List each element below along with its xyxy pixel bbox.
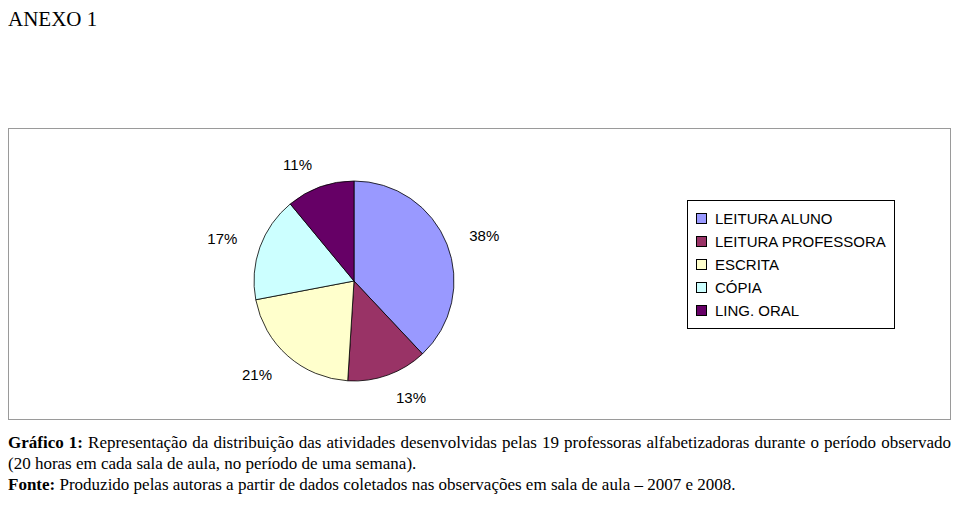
html-text:Gráfico 1: Representação da di: Gráfico 1: Representação da distribuição… xyxy=(8,433,951,473)
svg-text:17%: 17% xyxy=(207,230,237,247)
html-text:ESCRITA: ESCRITA xyxy=(715,255,779,273)
svg-text:38%: 38% xyxy=(469,227,499,244)
html-text:LING. ORAL: LING. ORAL xyxy=(715,301,800,319)
svg-text:13%: 13% xyxy=(396,389,426,406)
html-text:CÓPIA: CÓPIA xyxy=(715,278,762,296)
html-text:LEITURA PROFESSORA: LEITURA PROFESSORA xyxy=(715,232,886,250)
html-text:Fonte: Produzido pelas autoras: Fonte: Produzido pelas autoras a partir … xyxy=(8,475,736,494)
svg-text:11%: 11% xyxy=(283,156,312,173)
svg-text:21%: 21% xyxy=(242,366,272,383)
html-text:LEITURA ALUNO: LEITURA ALUNO xyxy=(715,209,833,227)
html-text:ANEXO 1: ANEXO 1 xyxy=(8,7,98,31)
